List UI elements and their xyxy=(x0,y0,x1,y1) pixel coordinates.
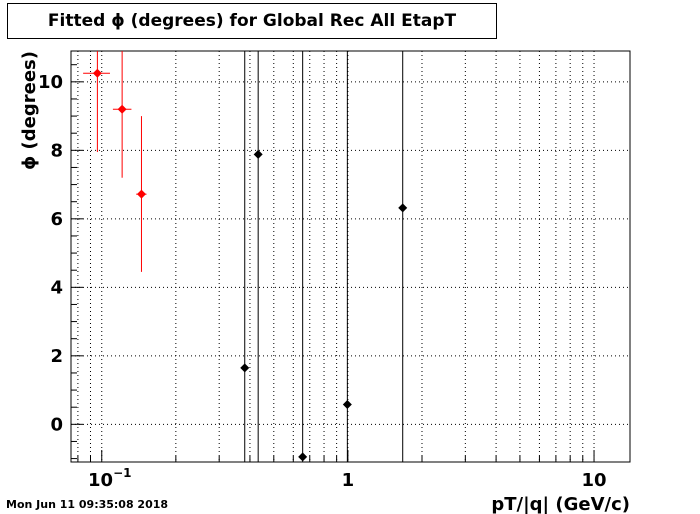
x-tick-label: 10−1 xyxy=(88,466,131,491)
data-point xyxy=(136,189,146,199)
data-point xyxy=(398,203,408,213)
chart-title: Fitted ϕ (degrees) for Global Rec All Et… xyxy=(47,11,457,31)
title-box: Fitted ϕ (degrees) for Global Rec All Et… xyxy=(7,3,497,39)
data-point xyxy=(253,149,263,159)
y-tick-label: 0 xyxy=(50,414,63,435)
y-tick-label: 2 xyxy=(50,346,63,367)
data-point xyxy=(92,68,102,78)
data-point xyxy=(298,452,308,462)
data-point xyxy=(240,363,250,373)
y-tick-label: 8 xyxy=(50,140,63,161)
plot-frame xyxy=(70,50,631,463)
y-axis-title: ϕ (degrees) xyxy=(19,51,40,170)
timestamp: Mon Jun 11 09:35:08 2018 xyxy=(6,498,169,511)
data-point xyxy=(342,399,352,409)
y-tick-label: 6 xyxy=(50,209,63,230)
y-tick-label: 10 xyxy=(38,72,63,93)
data-point xyxy=(117,104,127,114)
x-tick-label: 1 xyxy=(342,470,355,491)
x-tick-label: 10 xyxy=(582,470,607,491)
y-tick-label: 4 xyxy=(50,277,63,298)
x-axis-title: pT/|q| (GeV/c) xyxy=(491,494,630,514)
